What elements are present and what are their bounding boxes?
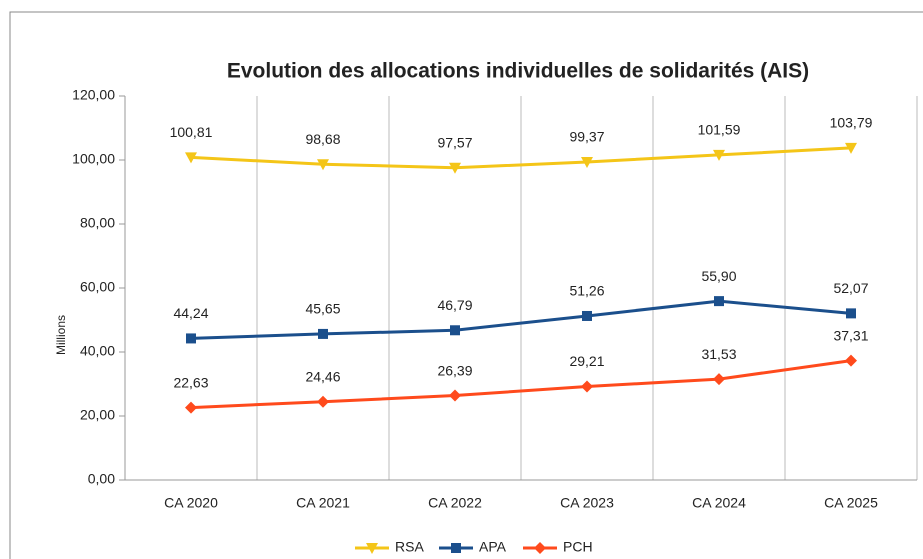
- y-axis-label: Millions: [54, 315, 68, 355]
- legend-label: RSA: [395, 539, 424, 555]
- marker: [714, 296, 724, 307]
- data-label: 29,21: [569, 353, 604, 369]
- marker: [317, 159, 329, 171]
- marker: [186, 333, 196, 344]
- y-tick-label: 40,00: [80, 343, 115, 359]
- legend-marker: [534, 542, 546, 554]
- legend-label: APA: [479, 539, 507, 555]
- data-label: 55,90: [701, 268, 736, 284]
- x-tick-label: CA 2022: [428, 495, 482, 511]
- data-label: 26,39: [437, 362, 472, 378]
- marker: [317, 395, 329, 408]
- marker: [845, 142, 857, 154]
- data-label: 45,65: [305, 301, 340, 317]
- data-label: 97,57: [437, 134, 472, 150]
- marker: [713, 149, 725, 161]
- y-tick-label: 80,00: [80, 215, 115, 231]
- series-line: [190, 299, 852, 340]
- marker: [450, 325, 460, 336]
- y-tick-label: 120,00: [72, 87, 115, 103]
- marker: [713, 373, 725, 386]
- legend-marker: [366, 543, 378, 554]
- marker: [449, 162, 461, 174]
- marker: [846, 308, 856, 319]
- y-tick-label: 0,00: [88, 471, 115, 487]
- legend-label: PCH: [563, 539, 593, 555]
- frame: [9, 11, 923, 559]
- data-label: 99,37: [569, 129, 604, 145]
- data-label: 46,79: [437, 297, 472, 313]
- y-tick-label: 100,00: [72, 151, 115, 167]
- series-line: [190, 359, 852, 410]
- y-tick-label: 60,00: [80, 279, 115, 295]
- chart-title: Evolution des allocations individuelles …: [227, 60, 809, 83]
- data-label: 103,79: [830, 115, 873, 131]
- series-line: [190, 146, 852, 170]
- data-label: 37,31: [833, 327, 868, 343]
- marker: [845, 354, 857, 367]
- data-label: 98,68: [305, 131, 340, 147]
- data-label: 24,46: [305, 368, 340, 384]
- x-tick-label: CA 2025: [824, 495, 878, 511]
- marker: [318, 328, 328, 339]
- marker: [581, 380, 593, 393]
- data-label: 22,63: [173, 374, 208, 390]
- marker: [582, 310, 592, 321]
- x-tick-label: CA 2021: [296, 495, 350, 511]
- data-label: 100,81: [170, 124, 213, 140]
- x-tick-label: CA 2023: [560, 495, 614, 511]
- marker: [185, 401, 197, 414]
- legend-marker: [451, 543, 461, 553]
- marker: [185, 152, 197, 164]
- data-label: 101,59: [698, 122, 741, 138]
- x-tick-label: CA 2024: [692, 495, 746, 511]
- data-label: 31,53: [701, 346, 736, 362]
- data-label: 52,07: [833, 280, 868, 296]
- data-label: 51,26: [569, 283, 604, 299]
- marker: [581, 157, 593, 169]
- data-label: 44,24: [173, 305, 208, 321]
- x-tick-label: CA 2020: [164, 495, 218, 511]
- y-tick-label: 20,00: [80, 407, 115, 423]
- marker: [449, 389, 461, 402]
